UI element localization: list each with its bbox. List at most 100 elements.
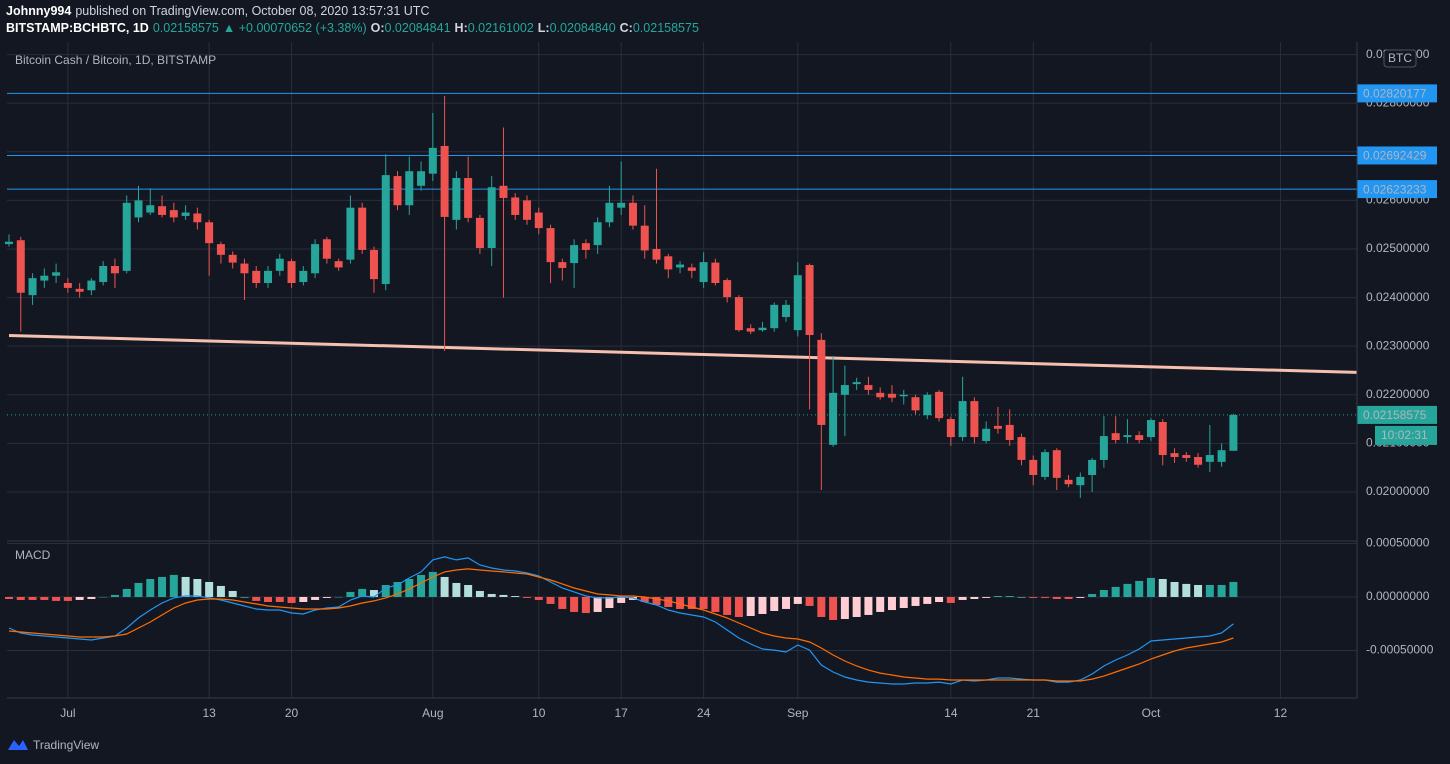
candle-body [511,197,520,215]
candle-body [346,207,355,260]
countdown: 10:02:31 [1381,428,1428,442]
histogram-bar [1099,590,1108,597]
histogram-bar [134,582,143,597]
candle-body [887,393,896,398]
symbol: BITSTAMP:BCHBTC, 1D [6,21,149,35]
histogram-bar [734,596,743,617]
candle-body [1205,455,1214,462]
candle-body [1135,435,1144,440]
candle-body [334,261,343,268]
histogram-bar [393,581,402,597]
histogram-bar [793,596,802,604]
candle-body [1076,476,1085,486]
candle-body [1005,424,1014,440]
candle-body [864,385,873,390]
candle-body [1017,437,1026,460]
histogram-bar [369,590,378,597]
published: published on TradingView.com, October 08… [75,4,429,18]
histogram-bar [52,596,61,601]
candle-body [393,176,402,206]
histogram-bar [1111,586,1120,597]
candle-body [982,428,991,441]
candle-body [428,147,437,174]
histogram-bar [840,596,849,620]
histogram-bar [475,590,484,597]
y-tick-label: -0.00050000 [1366,643,1434,657]
candle-body [1217,450,1226,462]
candle-body [558,262,567,268]
candle-body [1064,479,1073,485]
histogram-bar [887,596,896,611]
candle-body [75,288,84,292]
histogram-bar [440,576,449,597]
candle-body [487,187,496,249]
y-tick-label: 0.00050000 [1366,536,1430,550]
candle-body [1041,452,1050,477]
candle-body [1088,459,1097,475]
histogram-bar [216,585,225,597]
histogram-bar [711,596,720,612]
candle-body [311,244,320,274]
candle-body [617,202,626,208]
candle-body [970,401,979,438]
histogram-bar [5,596,14,600]
histogram-bar [1217,584,1226,597]
histogram-bar [970,596,979,600]
candle-body [1229,414,1238,451]
histogram-bar [169,574,178,597]
histogram-bar [28,596,37,600]
histogram-bar [982,596,991,598]
histogram-bar [640,596,649,603]
histogram-bar [1017,596,1026,598]
candle-body [793,275,802,331]
candle-body [205,222,214,244]
candle-body [475,217,484,249]
histogram-bar [935,596,944,603]
histogram-bar [558,596,567,609]
level-label: 0.02820177 [1363,87,1427,101]
histogram-bar [676,596,685,609]
candle-body [358,207,367,250]
candle-body [1170,453,1179,457]
candle-body [993,425,1002,429]
candle-body [581,243,590,250]
histogram-bar [1135,580,1144,597]
candle-body [299,270,308,283]
histogram-bar [1052,596,1061,600]
change: ▲ +0.00070652 (+3.38%) [223,21,367,35]
close-label: C: [620,21,633,35]
histogram-bar [1123,583,1132,597]
candle-body [1029,459,1038,475]
histogram-bar [428,571,437,597]
y-tick-label: 0.02300000 [1366,338,1430,352]
histogram-bar [958,596,967,600]
candle-body [652,248,661,260]
countdown-marker [1375,425,1437,445]
candle-body [876,392,885,398]
candle-body [264,270,273,284]
histogram-bar [1229,581,1238,597]
candle-body [381,175,390,284]
candle-body [570,245,579,264]
candle-body [840,385,849,395]
candle-body [805,265,814,336]
histogram-bar [299,596,308,603]
candle-body [87,280,96,291]
candle-body [1158,422,1167,456]
candle-body [734,297,743,331]
histogram-bar [264,596,273,603]
histogram-bar [16,596,25,600]
histogram-bar [1158,578,1167,597]
candle-body [216,244,225,255]
close-value: 0.02158575 [633,21,699,35]
histogram-bar [723,596,732,615]
level-label: 0.02623233 [1363,182,1427,196]
candle-body [40,275,49,281]
candle-body [605,202,614,223]
histogram-bar [593,596,602,612]
histogram-bar [899,596,908,608]
histogram-bar [605,596,614,608]
candle-body [122,202,131,271]
candle-body [5,241,14,245]
histogram-bar [946,596,955,603]
